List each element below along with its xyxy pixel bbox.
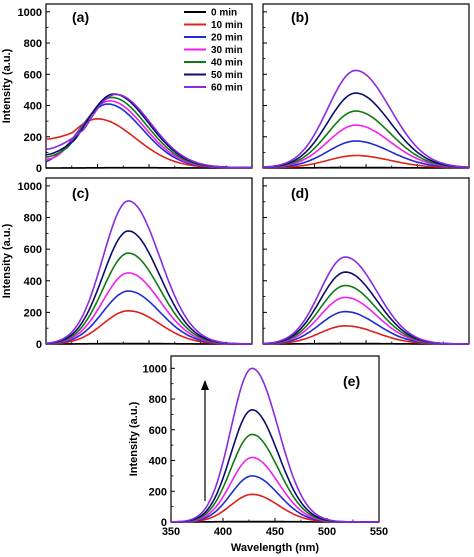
panel-c: 0 200 400 600 800 1000 (c) Intensity (a.u.) (1, 177, 253, 351)
legend-label: 0 min (211, 8, 237, 19)
series-line-50-min (262, 92, 470, 169)
panel-label: (b) (291, 9, 309, 25)
y-tick-label: 200 (24, 307, 42, 319)
series-line-50-min (171, 408, 379, 523)
series-line-20-min (263, 310, 469, 345)
y-tick-label: 600 (24, 69, 42, 81)
y-axis-title: Intensity (a.u.) (1, 223, 13, 298)
x-tick-label: 550 (370, 526, 388, 538)
y-tick-label: 200 (24, 132, 42, 144)
plot-frame (262, 177, 470, 345)
series-line-10-min (46, 309, 252, 345)
series-line-40-min (262, 110, 469, 169)
legend-label: 20 min (211, 33, 243, 44)
series-line-0-min (263, 166, 469, 169)
y-tick-label: 800 (24, 213, 42, 225)
y-tick-label: 800 (24, 38, 42, 50)
panel-e: 0 200 400 600 800 1000 350 400 450 500 550 (e) Inten… (128, 355, 388, 554)
y-tick-label: 800 (149, 394, 167, 406)
panel-b: (b) (262, 3, 470, 169)
y-tick-label: 1000 (18, 7, 42, 19)
panel-label: (d) (291, 185, 309, 201)
plot-frame (262, 3, 470, 169)
y-tick-label: 400 (24, 101, 42, 113)
y-tick-label: 0 (36, 163, 42, 175)
panel-d: (d) (262, 177, 470, 345)
y-tick-label: 400 (149, 456, 167, 468)
series-line-60-min (262, 256, 469, 345)
y-tick-label: 1000 (18, 181, 42, 193)
panel-label: (e) (343, 373, 360, 389)
x-axis-title: Wavelength (nm) (231, 542, 320, 554)
y-tick-label: 0 (161, 517, 167, 529)
x-tick-label: 500 (318, 526, 336, 538)
panel-label: (c) (72, 185, 89, 201)
y-tick-label: 200 (149, 486, 167, 498)
plot-frame (45, 177, 253, 345)
y-tick-label: 400 (24, 276, 42, 288)
series-line-60-min (45, 200, 252, 345)
series-line-20-min (262, 140, 470, 169)
series-line-60-min (45, 93, 252, 169)
series-line-10-min (263, 154, 469, 169)
series-line-30-min (263, 124, 469, 169)
y-axis-title: Intensity (a.u.) (1, 48, 13, 123)
legend-label: 60 min (211, 83, 243, 94)
y-tick-label: 600 (24, 244, 42, 256)
legend-label: 50 min (211, 70, 243, 81)
panel-a: 0 200 400 600 800 1000 (a) Intensity (a.u.) 0 mi… (1, 3, 253, 175)
y-tick-label: 1000 (143, 363, 167, 375)
series-line-50-min (45, 93, 252, 169)
legend-label: 40 min (211, 58, 243, 69)
series-line-60-min (262, 69, 470, 168)
legend-label: 10 min (211, 20, 243, 31)
y-tick-label: 0 (36, 339, 42, 351)
arrow-up-icon (201, 380, 209, 390)
panel-label: (a) (72, 9, 89, 25)
x-tick-label: 400 (214, 526, 232, 538)
series-line-10-min (45, 117, 252, 169)
x-tick-label: 450 (266, 526, 284, 538)
y-tick-label: 600 (149, 425, 167, 437)
x-tick-label: 350 (162, 526, 180, 538)
legend-label: 30 min (211, 45, 243, 56)
series-line-60-min (171, 367, 379, 523)
y-axis-title: Intensity (a.u.) (128, 401, 140, 476)
